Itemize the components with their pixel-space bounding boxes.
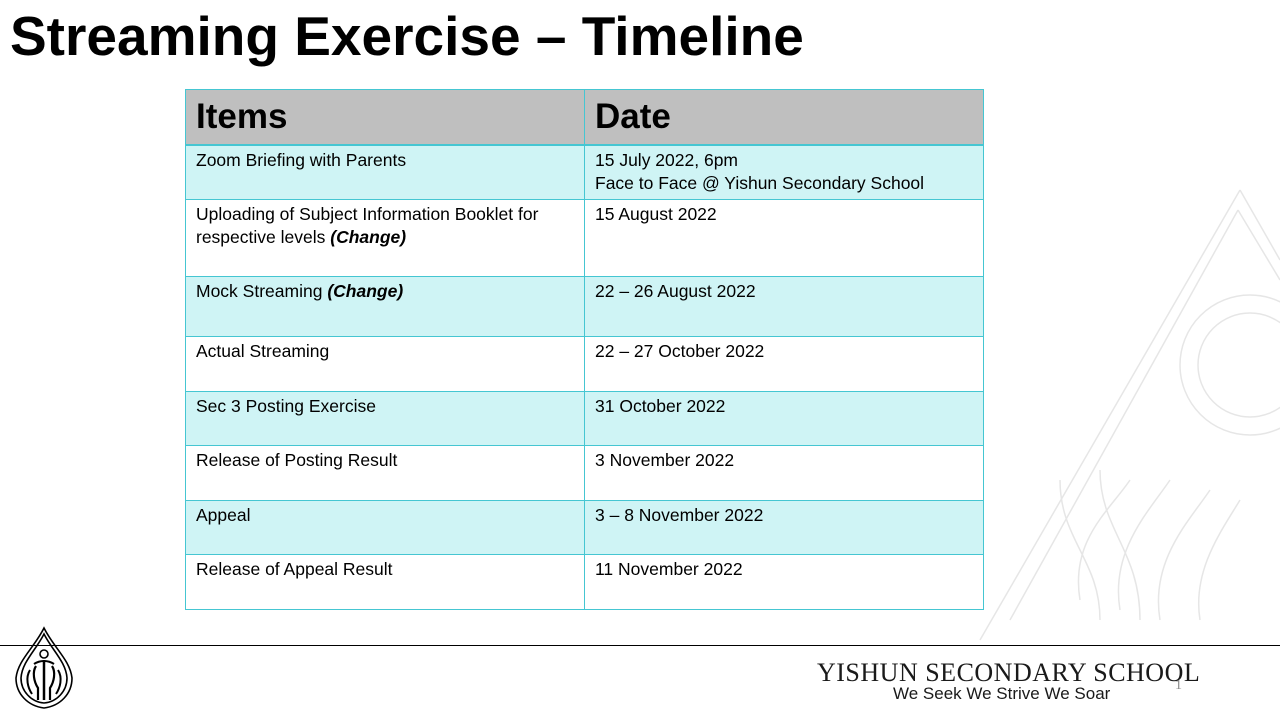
date-text: 15 July 2022, 6pm	[595, 150, 739, 170]
date-venue-text: Face to Face @ Yishun Secondary School	[595, 173, 925, 193]
footer-divider	[0, 645, 1280, 646]
item-cell: Uploading of Subject Information Booklet…	[185, 198, 585, 277]
date-cell: 31 October 2022	[584, 390, 984, 446]
item-cell: Mock Streaming (Change)	[185, 275, 585, 337]
item-text: Release of Appeal Result	[196, 558, 393, 579]
item-text: Uploading of Subject Information Booklet…	[196, 203, 539, 247]
table-row: Uploading of Subject Information Booklet…	[185, 198, 984, 277]
change-note: (Change)	[330, 226, 407, 247]
timeline-table: Items Date Zoom Briefing with Parents 15…	[185, 89, 984, 610]
slide-title: Streaming Exercise – Timeline	[10, 5, 804, 67]
item-text: Actual Streaming	[196, 340, 330, 361]
school-crest-icon	[15, 626, 73, 709]
table-header-row: Items Date	[185, 89, 984, 146]
date-text: 3 – 8 November 2022	[595, 504, 764, 525]
item-text: Mock Streaming	[196, 280, 323, 301]
table-row: Mock Streaming (Change) 22 – 26 August 2…	[185, 275, 984, 337]
item-cell: Zoom Briefing with Parents	[185, 144, 585, 200]
date-text: 15 August 2022	[595, 203, 717, 224]
date-cell: 11 November 2022	[584, 553, 984, 610]
date-text: 22 – 27 October 2022	[595, 340, 765, 361]
item-cell: Release of Appeal Result	[185, 553, 585, 610]
date-cell: 3 November 2022	[584, 444, 984, 501]
item-cell: Actual Streaming	[185, 335, 585, 392]
item-text: Sec 3 Posting Exercise	[196, 395, 376, 416]
date-cell: 22 – 26 August 2022	[584, 275, 984, 337]
page-number: 1	[1175, 678, 1182, 693]
date-cell: 15 July 2022, 6pm Face to Face @ Yishun S…	[584, 144, 984, 200]
item-text: Zoom Briefing with Parents	[196, 150, 407, 170]
table-row: Sec 3 Posting Exercise 31 October 2022	[185, 390, 984, 446]
item-text: Appeal	[196, 504, 251, 525]
column-header-date: Date	[584, 89, 984, 146]
date-text: 31 October 2022	[595, 395, 726, 416]
item-text: Release of Posting Result	[196, 449, 398, 470]
table-row: Zoom Briefing with Parents 15 July 2022,…	[185, 144, 984, 200]
item-cell: Appeal	[185, 499, 585, 555]
date-text: 11 November 2022	[595, 558, 743, 579]
table-row: Appeal 3 – 8 November 2022	[185, 499, 984, 555]
table-row: Actual Streaming 22 – 27 October 2022	[185, 335, 984, 392]
date-cell: 15 August 2022	[584, 198, 984, 277]
table-row: Release of Posting Result 3 November 202…	[185, 444, 984, 501]
watermark-crest-icon	[979, 189, 1280, 641]
date-cell: 22 – 27 October 2022	[584, 335, 984, 392]
date-text: 3 November 2022	[595, 449, 735, 470]
school-name: YISHUN SECONDARY SCHOOL	[817, 658, 1201, 687]
date-cell: 3 – 8 November 2022	[584, 499, 984, 555]
date-text: 22 – 26 August 2022	[595, 280, 756, 301]
table-row: Release of Appeal Result 11 November 202…	[185, 553, 984, 610]
column-header-items: Items	[185, 89, 585, 146]
item-cell: Release of Posting Result	[185, 444, 585, 501]
school-motto: We Seek We Strive We Soar	[893, 684, 1111, 703]
item-cell: Sec 3 Posting Exercise	[185, 390, 585, 446]
change-note: (Change)	[327, 280, 404, 301]
